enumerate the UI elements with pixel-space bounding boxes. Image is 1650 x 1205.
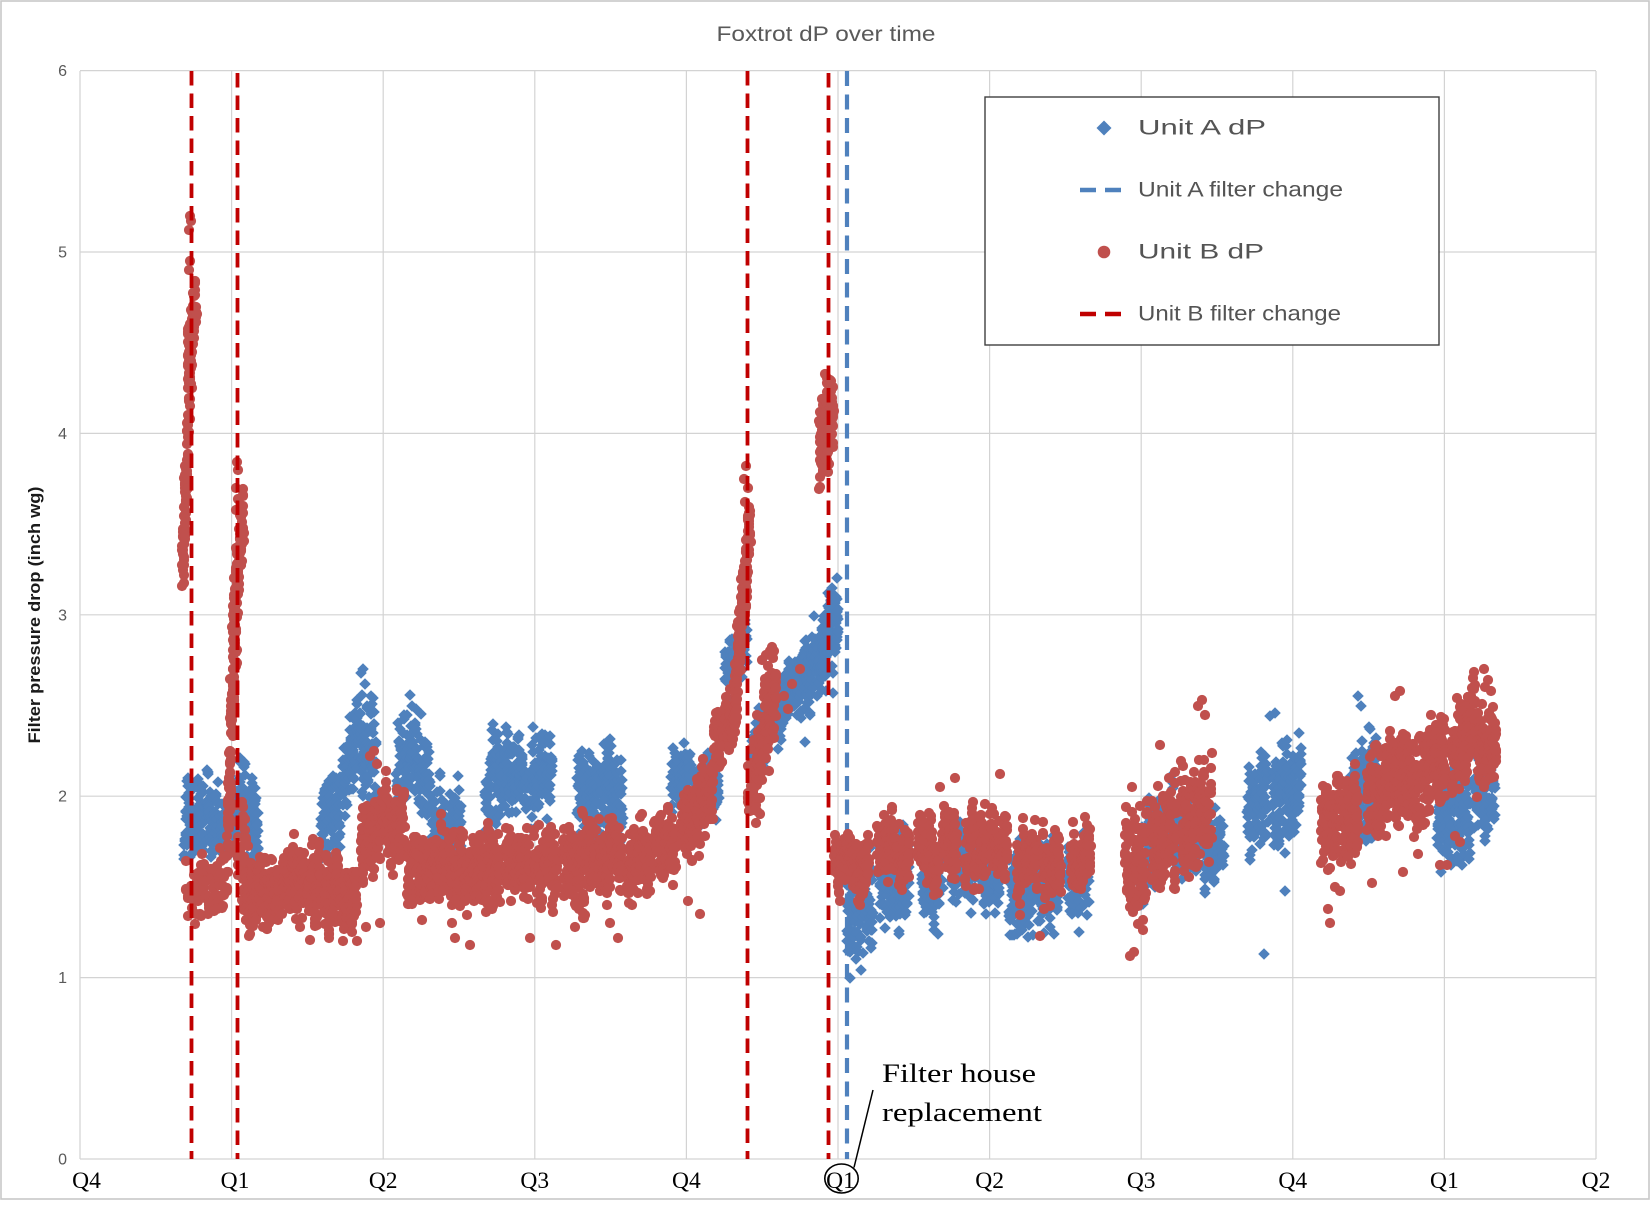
svg-text:Q4: Q4 <box>1278 1168 1307 1194</box>
svg-text:3: 3 <box>58 607 67 624</box>
svg-text:6: 6 <box>58 63 67 80</box>
svg-text:Q2: Q2 <box>369 1168 398 1194</box>
svg-text:Unit A filter change: Unit A filter change <box>1138 179 1343 202</box>
svg-text:Q4: Q4 <box>72 1168 101 1194</box>
svg-text:Unit A dP: Unit A dP <box>1138 117 1266 140</box>
svg-text:Foxtrot dP over time: Foxtrot dP over time <box>717 22 936 46</box>
svg-text:Q2: Q2 <box>975 1168 1004 1194</box>
svg-text:Q1: Q1 <box>221 1168 250 1194</box>
svg-text:Unit B dP: Unit B dP <box>1138 241 1264 264</box>
svg-text:4: 4 <box>58 426 67 443</box>
svg-text:Q2: Q2 <box>1582 1168 1611 1194</box>
svg-text:2: 2 <box>58 789 67 806</box>
svg-text:Filter pressure drop (inch wg: Filter pressure drop (inch wg) <box>25 487 44 744</box>
svg-text:Q3: Q3 <box>520 1168 549 1194</box>
svg-text:Unit B filter change: Unit B filter change <box>1138 303 1341 326</box>
svg-text:Q1: Q1 <box>1430 1168 1459 1194</box>
svg-text:Q3: Q3 <box>1127 1168 1156 1194</box>
svg-text:5: 5 <box>58 245 67 262</box>
svg-text:Filter house: Filter house <box>882 1059 1036 1088</box>
svg-text:1: 1 <box>58 970 67 987</box>
svg-text:0: 0 <box>58 1152 67 1169</box>
svg-text:replacement: replacement <box>882 1098 1043 1127</box>
svg-text:Q4: Q4 <box>672 1168 701 1194</box>
